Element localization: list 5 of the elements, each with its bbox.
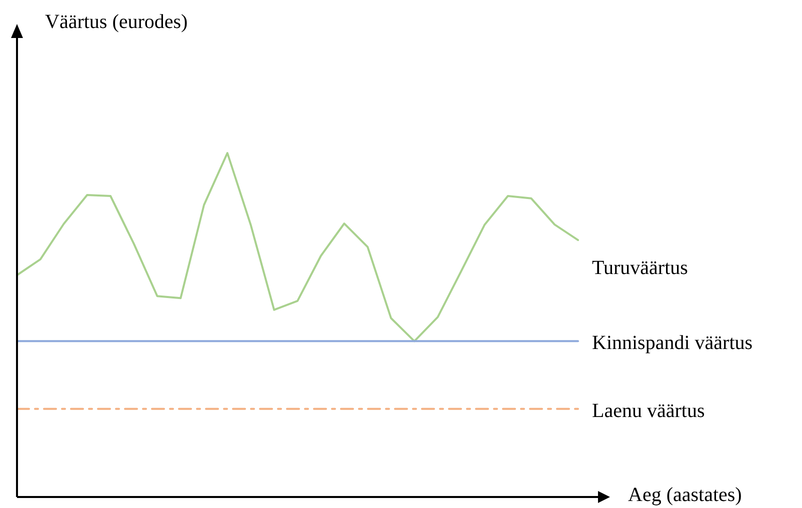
series-label: Kinnispandi väärtus	[592, 332, 753, 354]
x-axis-title: Aeg (aastates)	[628, 484, 742, 506]
series-label: Turuväärtus	[592, 257, 688, 280]
series-label: Laenu väärtus	[592, 400, 705, 422]
text: Väärtus (eurodes)	[45, 11, 188, 33]
